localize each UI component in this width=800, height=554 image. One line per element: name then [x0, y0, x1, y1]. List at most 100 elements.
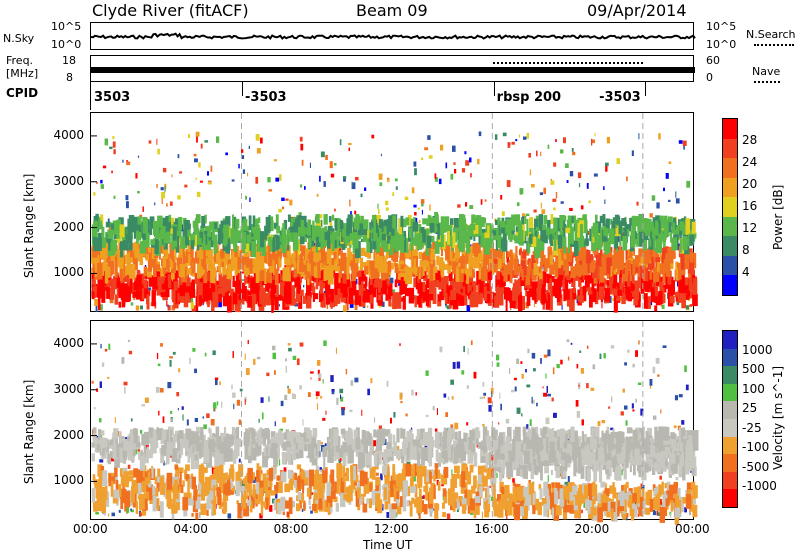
heatmap-cell — [164, 281, 170, 298]
heatmap-cell — [270, 490, 276, 496]
heatmap-cell — [342, 284, 348, 298]
heatmap-cell — [495, 219, 499, 225]
heatmap-cell — [460, 215, 465, 222]
heatmap-cell — [682, 236, 688, 251]
scatter-cell — [605, 165, 608, 172]
freq-tick-bottom: 8 — [66, 71, 73, 84]
heatmap-cell — [135, 224, 142, 236]
heatmap-cell — [278, 235, 281, 242]
heatmap-cell — [488, 497, 491, 505]
heatmap-cell — [144, 503, 148, 511]
scatter-cell — [96, 388, 99, 392]
heatmap-cell — [299, 236, 305, 245]
scatter-cell — [320, 151, 325, 158]
scatter-cell — [632, 363, 635, 368]
heatmap-cell — [254, 499, 260, 505]
heatmap-cell — [639, 231, 644, 247]
heatmap-cell — [573, 278, 576, 293]
heatmap-cell — [332, 232, 336, 241]
scatter-cell — [331, 389, 335, 395]
scatter-cell — [438, 178, 442, 185]
heatmap-cell — [684, 277, 688, 286]
heatmap-cell — [582, 274, 587, 280]
scatter-cell — [580, 368, 584, 374]
scatter-cell — [301, 159, 304, 166]
heatmap-cell — [585, 277, 589, 285]
scatter-cell — [318, 375, 321, 381]
heatmap-cell — [389, 480, 396, 498]
heatmap-cell — [167, 274, 172, 288]
scatter-cell — [395, 186, 398, 190]
heatmap-cell — [418, 295, 422, 308]
scatter-cell — [380, 473, 383, 481]
heatmap-cell — [528, 228, 534, 238]
heatmap-cell — [386, 472, 390, 484]
heatmap-cell — [223, 483, 228, 495]
heatmap-cell — [665, 256, 672, 263]
scatter-cell — [640, 485, 645, 490]
scatter-cell — [232, 351, 234, 359]
heatmap-cell — [362, 283, 367, 292]
heatmap-cell — [665, 273, 669, 289]
scatter-cell — [445, 412, 448, 417]
heatmap-cell — [278, 253, 282, 267]
heatmap-cell — [659, 281, 664, 293]
heatmap-cell — [309, 251, 314, 265]
heatmap-cell — [457, 267, 464, 282]
heatmap-cell — [132, 291, 137, 298]
heatmap-cell — [685, 218, 691, 235]
heatmap-cell — [444, 216, 450, 232]
scatter-cell — [221, 401, 223, 408]
heatmap-cell — [678, 286, 685, 293]
scatter-cell — [658, 133, 661, 140]
heatmap-cell — [537, 272, 544, 289]
heatmap-cell — [649, 234, 652, 247]
scatter-cell — [213, 407, 215, 412]
scatter-cell — [128, 350, 133, 355]
heatmap-cell — [225, 277, 232, 291]
heatmap-cell — [450, 218, 454, 225]
scatter-cell — [247, 339, 249, 345]
scatter-cell — [450, 173, 454, 180]
heatmap-cell — [493, 263, 498, 273]
scatter-cell — [640, 483, 643, 488]
scatter-cell — [207, 171, 209, 176]
heatmap-cell — [162, 245, 166, 255]
heatmap-cell — [265, 249, 270, 265]
heatmap-cell — [549, 266, 555, 275]
heatmap-cell — [102, 486, 108, 501]
scatter-cell — [678, 140, 683, 144]
heatmap-cell — [575, 264, 579, 276]
scatter-cell — [340, 394, 341, 399]
heatmap-cell — [653, 229, 657, 236]
heatmap-cell — [169, 498, 173, 506]
scatter-cell — [99, 459, 104, 463]
scatter-cell — [662, 345, 667, 348]
scatter-cell — [317, 369, 320, 375]
heatmap-cell — [436, 270, 441, 281]
heatmap-cell — [565, 289, 570, 300]
heatmap-cell — [411, 464, 415, 478]
scatter-cell — [126, 507, 130, 513]
heatmap-cell — [113, 222, 119, 234]
scatter-cell — [170, 418, 173, 423]
scatter-cell — [203, 424, 207, 430]
heatmap-cell — [638, 466, 642, 478]
heatmap-cell — [114, 233, 120, 239]
heatmap-cell — [316, 261, 321, 279]
heatmap-cell — [610, 219, 613, 225]
heatmap-cell — [473, 294, 479, 308]
heatmap-cell — [375, 485, 380, 491]
heatmap-cell — [629, 462, 632, 473]
heatmap-cell — [409, 501, 413, 517]
scatter-cell — [451, 469, 453, 476]
heatmap-cell — [277, 502, 282, 515]
heatmap-cell — [293, 480, 297, 488]
heatmap-cell — [206, 481, 213, 495]
scatter-cell — [361, 409, 363, 416]
scatter-cell — [299, 136, 303, 142]
scatter-cell — [406, 459, 411, 467]
heatmap-cell — [638, 279, 643, 287]
scatter-cell — [324, 443, 327, 447]
heatmap-cell — [600, 253, 606, 269]
